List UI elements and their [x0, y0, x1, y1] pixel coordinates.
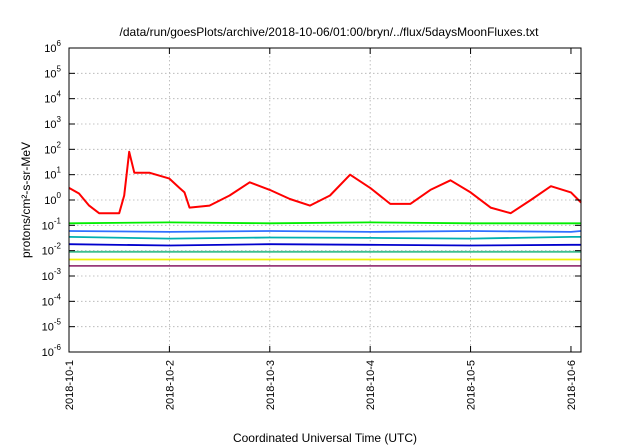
y-tick-label: 106: [44, 39, 61, 55]
y-tick-label: 104: [44, 90, 61, 106]
series-line-0: [68, 150, 582, 215]
y-tick-label: 10-1: [42, 216, 62, 232]
y-tick-label: 10-5: [42, 318, 62, 334]
x-tick-label: 2018-10-1: [64, 360, 76, 410]
y-tick-label: 10-6: [42, 343, 62, 359]
series-line-3: [68, 230, 582, 233]
y-tick-label: 101: [44, 166, 61, 182]
y-tick-label: 10-4: [42, 292, 62, 308]
plot-frame: [68, 47, 582, 353]
x-tick-label: 2018-10-5: [466, 360, 478, 410]
grid: [69, 48, 581, 352]
series-group: [68, 150, 582, 267]
series-line-2: [68, 236, 581, 240]
y-tick-label: 100: [44, 191, 61, 207]
series-line-4: [68, 243, 581, 247]
x-axis-title: Coordinated Universal Time (UTC): [233, 431, 417, 445]
series-line-1: [68, 221, 581, 225]
y-tick-label: 10-2: [42, 242, 62, 258]
y-tick-label: 10-3: [42, 267, 62, 283]
y-tick-label: 102: [44, 140, 61, 156]
x-tick-label: 2018-10-3: [265, 360, 277, 410]
axes: 10-6 10-5 10-4 10-3 10-2 10-1 100 101 102 103 104 1…: [42, 39, 581, 410]
y-tick-label: 105: [44, 64, 61, 80]
x-tick-label: 2018-10-4: [365, 360, 377, 410]
y-axis-title: protons/cm²-s-sr-MeV: [19, 142, 33, 258]
y-tick-label: 103: [44, 115, 61, 131]
chart-title: /data/run/goesPlots/archive/2018-10-06/0…: [120, 25, 540, 39]
x-tick-label: 2018-10-6: [566, 360, 578, 410]
x-tick-label: 2018-10-2: [164, 360, 176, 410]
